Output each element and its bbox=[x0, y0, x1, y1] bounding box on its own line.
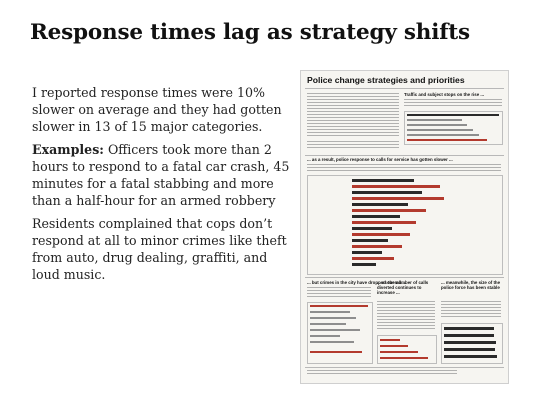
traffic-stops-text bbox=[404, 99, 502, 108]
paragraph-residents: Residents complained that cops don’t res… bbox=[32, 215, 290, 283]
newspaper-graphic: Police change strategies and priorities … bbox=[300, 70, 509, 384]
response-time-text bbox=[307, 164, 501, 173]
graphic-rule bbox=[305, 88, 504, 89]
police-force-text bbox=[441, 301, 501, 319]
examples-label: Examples: bbox=[32, 142, 104, 157]
traffic-stops-heading: Traffic and subject stops on the rise ..… bbox=[404, 92, 484, 97]
intro-text-block bbox=[307, 93, 399, 138]
crimes-dropped-text bbox=[307, 287, 371, 299]
slide-body: I reported response times were 10% slowe… bbox=[32, 84, 290, 289]
response-time-heading: ... as a result, police response to call… bbox=[307, 157, 453, 162]
calls-diverted-text bbox=[377, 301, 435, 331]
calls-diverted-table bbox=[377, 335, 437, 364]
crimes-table bbox=[307, 302, 373, 364]
police-force-heading: ... meanwhile, the size of the police fo… bbox=[441, 280, 503, 290]
graphic-source-line bbox=[307, 370, 457, 376]
traffic-stops-table bbox=[404, 111, 503, 145]
paragraph-examples: Examples: Officers took more than 2 hour… bbox=[32, 141, 290, 209]
slide-title: Response times lag as strategy shifts bbox=[30, 20, 510, 45]
intro-text-block-2 bbox=[307, 141, 399, 150]
police-force-table bbox=[441, 323, 503, 364]
graphic-title: Police change strategies and priorities bbox=[307, 75, 465, 85]
paragraph-response-times: I reported response times were 10% slowe… bbox=[32, 84, 290, 135]
response-time-chart bbox=[307, 175, 503, 275]
calls-diverted-heading: ... as the number of calls diverted cont… bbox=[377, 280, 437, 295]
